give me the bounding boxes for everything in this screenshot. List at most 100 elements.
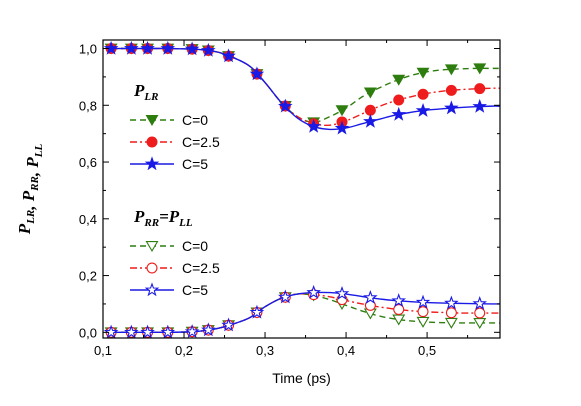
x-tick-label: 0,1: [94, 343, 112, 358]
y-axis-title-sep: ,: [23, 168, 42, 178]
triangle-marker: [392, 74, 406, 86]
triangle-marker: [416, 67, 430, 79]
star-marker: [160, 324, 176, 339]
circle-marker: [146, 136, 158, 148]
y-axis-title: PLR, PRR, PLL: [15, 144, 45, 236]
legend-title-sub: RR: [143, 217, 159, 229]
legend-title-sub2: LL: [178, 217, 193, 229]
star-marker: [306, 118, 321, 133]
star-marker: [221, 48, 236, 63]
legend-label: C=0: [182, 238, 208, 254]
legend-title-eq: =: [159, 207, 169, 226]
star-marker: [363, 290, 378, 304]
star-marker: [144, 282, 160, 297]
star-marker: [415, 294, 431, 309]
star-marker: [334, 120, 350, 135]
star-marker: [277, 98, 293, 113]
star-marker: [201, 322, 216, 337]
triangle-marker: [363, 87, 377, 99]
legend-title-main: P: [133, 81, 145, 100]
y-axis-title-part: P: [19, 190, 38, 202]
triangle-marker: [145, 115, 159, 127]
star-marker: [140, 40, 155, 55]
ticks-layer: 0,1 0,2 0,3 0,4 0,5 0,0 0,2 0,4 0,6 0,8 1,0: [79, 40, 500, 358]
legend-entry: C=2.5: [130, 134, 220, 150]
x-tick-label: 0,5: [418, 343, 436, 358]
star-marker: [184, 324, 200, 338]
circle-marker: [474, 307, 486, 319]
circle-marker: [474, 83, 486, 95]
triangle-marker: [444, 317, 458, 329]
legend-label: C=5: [182, 282, 208, 298]
triangle-marker: [473, 318, 487, 329]
star-marker: [249, 304, 265, 319]
star-marker: [160, 40, 176, 55]
legend-title-main2: P: [168, 207, 180, 226]
y-tick-label: 0,6: [79, 155, 97, 170]
star-marker: [391, 106, 407, 121]
star-marker: [184, 41, 200, 56]
series-0: [104, 43, 500, 129]
series-line: [111, 47, 501, 131]
y-axis-title-part: P: [15, 223, 34, 235]
star-marker: [249, 66, 265, 81]
legend-entry: C=0: [130, 238, 208, 254]
triangle-marker: [145, 241, 159, 253]
series-5: [103, 284, 501, 339]
star-marker: [201, 42, 216, 57]
legend-group-title: PLR: [133, 81, 158, 103]
star-marker: [103, 324, 119, 339]
series-line: [111, 293, 500, 334]
star-marker: [444, 295, 459, 310]
circle-marker: [417, 306, 429, 318]
x-tick-label: 0,4: [337, 343, 355, 358]
y-axis-title-sub: LL: [33, 144, 45, 159]
legend-label: C=2.5: [182, 260, 220, 276]
y-tick-label: 0,8: [79, 98, 97, 113]
circle-marker: [393, 94, 405, 106]
star-marker: [124, 324, 139, 339]
series-1: [105, 43, 501, 130]
legend-label: C=0: [182, 112, 208, 128]
star-marker: [472, 98, 488, 113]
series-line: [111, 293, 501, 334]
legend-entry: C=2.5: [130, 260, 220, 276]
legend-entry: C=0: [130, 112, 208, 128]
star-marker: [140, 324, 155, 339]
circle-marker: [146, 262, 158, 274]
circle-marker: [417, 88, 429, 100]
star-marker: [391, 293, 407, 308]
legend-label: C=5: [182, 156, 208, 172]
legend-group-0: PLR C=0 C=2.5 C=5: [130, 81, 220, 172]
star-marker: [363, 113, 378, 128]
y-axis-title-part: P: [23, 157, 42, 169]
triangle-marker: [335, 105, 349, 117]
series-2: [103, 40, 501, 135]
legend-label: C=2.5: [182, 134, 220, 150]
y-tick-label: 0,4: [79, 212, 97, 227]
star-marker: [415, 102, 431, 117]
circle-marker: [445, 84, 457, 96]
legend-entry: C=5: [130, 156, 208, 172]
y-axis-title-sub: RR: [29, 176, 41, 192]
legend-title-main: P: [133, 207, 145, 226]
star-marker: [334, 285, 350, 300]
star-marker: [103, 40, 119, 55]
triangle-marker: [416, 316, 430, 328]
legend-title-sub: LR: [143, 91, 158, 103]
y-axis-title-sep: ,: [19, 201, 38, 211]
triangle-marker: [392, 314, 406, 326]
series-layer: [103, 40, 501, 339]
triangle-marker: [444, 64, 458, 76]
x-tick-label: 0,2: [175, 343, 193, 358]
star-marker: [221, 317, 236, 332]
triangle-marker: [473, 63, 487, 75]
y-tick-label: 1,0: [79, 42, 97, 57]
circle-marker: [445, 307, 457, 319]
series-line: [111, 47, 501, 127]
y-tick-label: 0,2: [79, 269, 97, 284]
star-marker: [277, 289, 293, 304]
star-marker: [444, 100, 459, 115]
